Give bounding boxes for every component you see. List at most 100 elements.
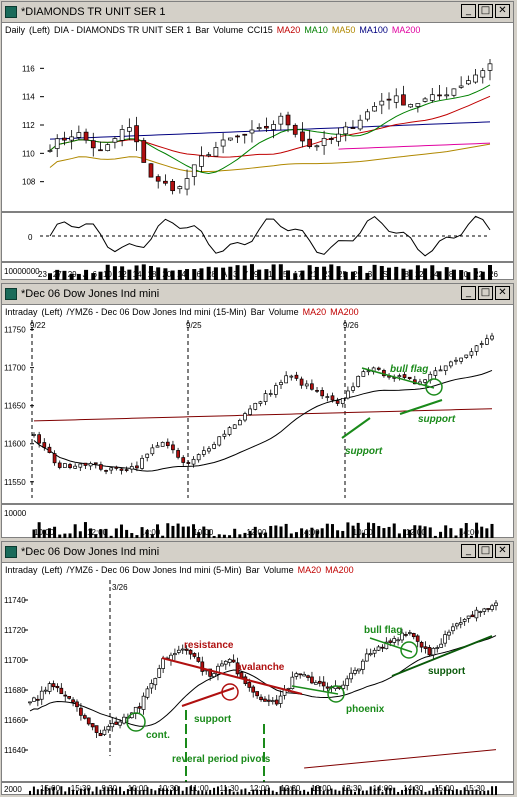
candle-body xyxy=(242,133,248,136)
candle-body xyxy=(217,436,222,446)
candle-body xyxy=(458,622,463,625)
ma200-line xyxy=(304,749,497,769)
bull-flag-label: bull flag xyxy=(390,364,428,375)
candle-body xyxy=(90,140,96,149)
maximize-button[interactable]: □ xyxy=(478,544,493,558)
volume-bar xyxy=(279,526,283,538)
price-tick-label: 11700 xyxy=(4,656,26,665)
volume-bar xyxy=(78,531,82,538)
candle-body xyxy=(188,649,193,655)
volume-bar xyxy=(32,786,35,795)
volume-bar xyxy=(408,529,412,538)
candle-body xyxy=(423,646,428,649)
volume-bar xyxy=(253,526,257,538)
x-label: 28 xyxy=(206,270,216,279)
volume-bar xyxy=(459,270,464,280)
candle-body xyxy=(259,696,263,701)
candle-body xyxy=(315,390,319,392)
volume-bar xyxy=(330,524,334,538)
volume-bar xyxy=(382,528,386,538)
volume-bar xyxy=(140,527,144,538)
minimize-button[interactable]: _ xyxy=(461,286,476,300)
volume-bar xyxy=(69,273,74,280)
info-style: Bar xyxy=(245,564,260,575)
candle-body xyxy=(63,463,67,468)
candle-body xyxy=(191,164,197,177)
candle-body xyxy=(451,626,455,632)
volume-bar xyxy=(207,529,211,538)
x-label: 15:30 xyxy=(70,784,91,793)
volume-bar xyxy=(103,787,106,795)
x-label: 21 xyxy=(308,270,318,279)
candle-body xyxy=(298,673,303,676)
p3-x-axis: 15:00 15:30 9:30 10:00 10:30 11:00 11:30 12:00 1… xyxy=(40,784,485,793)
candle-body xyxy=(271,124,276,130)
volume-bar xyxy=(264,532,268,538)
maximize-button[interactable]: □ xyxy=(478,4,493,18)
candle-body xyxy=(330,395,335,401)
volume-bar xyxy=(284,523,288,538)
info-volume: Volume xyxy=(213,24,244,35)
support-line-1 xyxy=(341,417,371,439)
volume-bar xyxy=(114,528,118,538)
x-label: 12:00 xyxy=(405,528,426,537)
candle-body xyxy=(422,98,428,102)
candle-body xyxy=(220,139,226,147)
x-label: 10:00 xyxy=(34,528,55,537)
volume-bar xyxy=(430,265,435,280)
candle-body xyxy=(415,103,421,107)
volume-bar xyxy=(491,786,494,795)
volume-bar xyxy=(329,264,334,280)
volume-bar xyxy=(63,533,67,538)
volume-bar xyxy=(342,787,345,795)
close-button[interactable]: ✕ xyxy=(495,544,510,558)
volume-bar xyxy=(289,533,293,538)
candle-body xyxy=(141,695,146,710)
candle-body xyxy=(171,444,175,451)
phoenix-label: phoenix xyxy=(346,704,385,715)
x-label: 15:00 xyxy=(40,784,61,793)
volume-bar xyxy=(130,786,133,795)
candle-body xyxy=(263,698,267,702)
volume-bar xyxy=(181,790,184,795)
volume-bar xyxy=(119,524,123,538)
x-label: 15:30 xyxy=(464,784,485,793)
candle-body xyxy=(274,699,279,705)
info-ma200: MA200 xyxy=(330,306,359,317)
window-titlebar[interactable]: *DIAMONDS TR UNIT SER 1 _ □ ✕ xyxy=(2,2,513,23)
minimize-button[interactable]: _ xyxy=(461,4,476,18)
candle-body xyxy=(317,680,322,684)
candle-body xyxy=(392,638,397,643)
volume-bar xyxy=(314,786,317,795)
candle-body xyxy=(243,413,247,421)
volume-bar xyxy=(469,535,473,538)
candle-body xyxy=(345,678,350,686)
candle-body xyxy=(437,94,442,97)
volume-bar xyxy=(197,790,200,795)
volume-bar xyxy=(257,269,262,280)
volume-bar xyxy=(192,269,197,280)
candle-body xyxy=(220,663,224,667)
volume-bar xyxy=(271,264,276,280)
window-titlebar[interactable]: *Dec 06 Dow Jones Ind mini _ □ ✕ xyxy=(2,284,513,305)
candle-body xyxy=(284,375,289,384)
volume-bar xyxy=(109,535,113,538)
candle-body xyxy=(73,465,78,469)
volume-bar xyxy=(369,786,372,795)
candle-body xyxy=(448,361,453,367)
candle-body xyxy=(379,100,385,106)
volume-bar xyxy=(365,790,368,795)
maximize-button[interactable]: □ xyxy=(478,286,493,300)
candle-body xyxy=(304,383,309,387)
volume-bar xyxy=(236,791,239,795)
ma100-line xyxy=(49,121,491,140)
minimize-button[interactable]: _ xyxy=(461,544,476,558)
candle-body xyxy=(129,466,134,470)
candle-body xyxy=(237,419,242,426)
candle-body xyxy=(443,365,448,371)
volume-bar xyxy=(166,788,169,795)
window-titlebar[interactable]: *Dec 06 Dow Jones Ind mini _ □ ✕ xyxy=(2,542,513,563)
close-button[interactable]: ✕ xyxy=(495,4,510,18)
candle-body xyxy=(466,80,471,85)
close-button[interactable]: ✕ xyxy=(495,286,510,300)
